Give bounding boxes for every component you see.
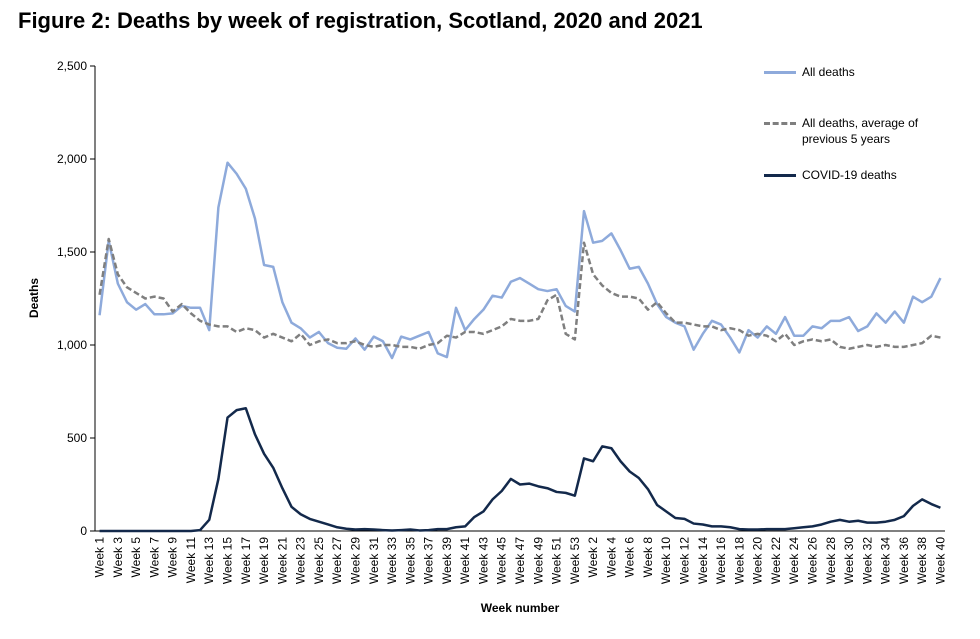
legend-label: All deaths: [802, 65, 855, 79]
x-tick-label: Week 4: [604, 537, 618, 578]
x-tick-label: Week 39: [440, 537, 454, 584]
x-tick-label: Week 34: [879, 537, 893, 584]
x-tick-label: Week 15: [221, 537, 235, 584]
x-tick-label: Week 41: [458, 537, 472, 584]
chart-title: Figure 2: Deaths by week of registration…: [18, 8, 703, 33]
series-line: [98, 161, 942, 360]
x-axis-label: Week number: [481, 601, 560, 615]
x-tick-label: Week 8: [641, 537, 655, 578]
x-tick-label: Week 30: [842, 537, 856, 584]
x-tick-label: Week 37: [422, 537, 436, 584]
y-tick-label: 2,500: [57, 59, 87, 73]
x-tick-label: Week 35: [403, 537, 417, 584]
x-tick-label: Week 16: [714, 537, 728, 584]
x-tick-label: Week 23: [294, 537, 308, 584]
x-tick-label: Week 33: [385, 537, 399, 584]
legend-swatch: [764, 122, 796, 125]
legend-item: COVID-19 deaths: [764, 167, 952, 183]
x-tick-label: Week 49: [531, 537, 545, 584]
x-tick-label: Week 17: [239, 537, 253, 584]
x-tick-label: Week 26: [805, 537, 819, 584]
x-tick-label: Week 31: [367, 537, 381, 584]
x-tick-label: Week 12: [678, 537, 692, 584]
x-tick-label: Week 29: [348, 537, 362, 584]
x-tick-label: Week 20: [751, 537, 765, 584]
y-axis-label: Deaths: [27, 278, 41, 318]
legend-label: All deaths, average of previous 5 years: [802, 116, 919, 146]
x-tick-label: Week 51: [550, 537, 564, 584]
legend-label: COVID-19 deaths: [802, 168, 897, 182]
x-tick-label: Week 21: [275, 537, 289, 584]
legend-item: All deaths: [764, 64, 952, 80]
x-tick-label: Week 13: [202, 537, 216, 584]
y-tick-label: 1,500: [57, 245, 87, 259]
x-tick-label: Week 5: [129, 537, 143, 578]
x-tick-label: Week 14: [696, 537, 710, 584]
x-tick-label: Week 10: [659, 537, 673, 584]
x-tick-label: Week 27: [330, 537, 344, 584]
x-tick-label: Week 7: [147, 537, 161, 578]
y-tick-label: 2,000: [57, 152, 87, 166]
legend-item: All deaths, average of previous 5 years: [764, 115, 952, 147]
x-tick-label: Week 25: [312, 537, 326, 584]
x-tick-label: Week 53: [568, 537, 582, 584]
x-tick-label: Week 9: [166, 537, 180, 578]
x-tick-label: Week 36: [897, 537, 911, 584]
x-tick-label: Week 3: [111, 537, 125, 578]
x-tick-label: Week 6: [623, 537, 637, 578]
x-tick-label: Week 19: [257, 537, 271, 584]
x-tick-label: Week 2: [586, 537, 600, 578]
x-tick-label: Week 40: [933, 537, 947, 584]
x-tick-label: Week 28: [824, 537, 838, 584]
y-tick-label: 0: [80, 524, 87, 538]
x-tick-label: Week 45: [495, 537, 509, 584]
x-tick-label: Week 11: [184, 537, 198, 584]
x-tick-label: Week 22: [769, 537, 783, 584]
series-line: [98, 237, 941, 350]
legend-swatch: [764, 174, 796, 177]
x-tick-label: Week 47: [513, 537, 527, 584]
y-tick-label: 1,000: [57, 338, 87, 352]
x-tick-label: Week 38: [915, 537, 929, 584]
x-tick-label: Week 18: [732, 537, 746, 584]
x-tick-label: Week 24: [787, 537, 801, 584]
legend-swatch: [764, 71, 796, 74]
x-tick-label: Week 1: [93, 537, 107, 578]
series-line: [99, 406, 941, 533]
y-tick-label: 500: [67, 431, 87, 445]
x-tick-label: Week 43: [476, 537, 490, 584]
x-tick-label: Week 32: [860, 537, 874, 584]
